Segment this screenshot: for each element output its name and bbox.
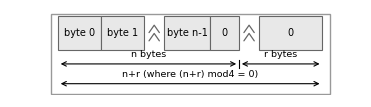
Text: byte 1: byte 1 <box>107 28 138 38</box>
Text: 0: 0 <box>221 28 228 38</box>
Text: n+r (where (n+r) mod4 = 0): n+r (where (n+r) mod4 = 0) <box>122 70 258 79</box>
Bar <box>58 16 101 50</box>
Text: r bytes: r bytes <box>264 50 297 59</box>
Bar <box>259 16 322 50</box>
Bar <box>164 16 210 50</box>
Bar <box>210 16 239 50</box>
Bar <box>101 16 144 50</box>
Text: byte n-1: byte n-1 <box>167 28 208 38</box>
Text: 0: 0 <box>288 28 294 38</box>
Text: byte 0: byte 0 <box>64 28 95 38</box>
Text: n bytes: n bytes <box>131 50 166 59</box>
